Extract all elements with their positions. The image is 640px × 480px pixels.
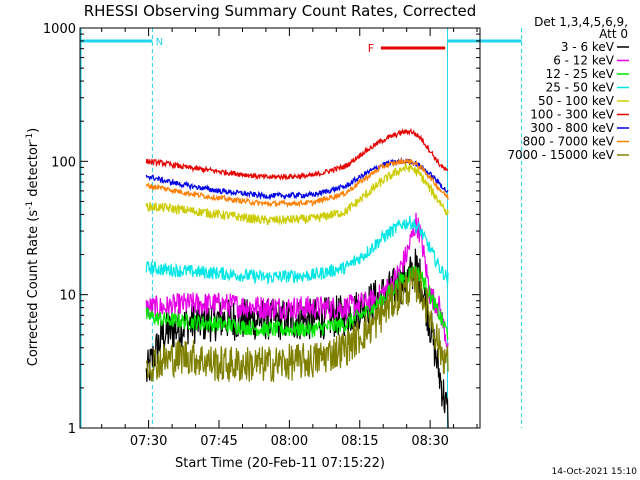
svg-text:Corrected Count Rate (s-1 dete: Corrected Count Rate (s-1 detector-1) [25, 128, 41, 366]
y-tick-label-2: 100 [51, 155, 76, 170]
series-line-8 [145, 266, 449, 383]
x-tick-label-1: 07:45 [200, 434, 237, 449]
x-tick-label-4: 08:30 [411, 434, 448, 449]
series-line-7 [145, 157, 449, 209]
series-lines [145, 127, 449, 429]
chart-title: RHESSI Observing Summary Count Rates, Co… [84, 2, 477, 20]
y-axis-label: Corrected Count Rate (s-1 detector-1) [25, 128, 41, 366]
flare-marker: F [368, 42, 446, 55]
x-tick-label-2: 08:00 [271, 434, 308, 449]
legend-label-8: 7000 - 15000 keV [507, 148, 614, 162]
legend-label-7: 800 - 7000 keV [523, 135, 615, 149]
night-label-0: N [156, 37, 163, 48]
time-stamp: 14-Oct-2021 15:10 [552, 467, 638, 477]
y-tick-label-0: 1 [68, 422, 76, 437]
x-tick-label-3: 08:15 [341, 434, 378, 449]
legend-label-0: 3 - 6 keV [561, 40, 615, 54]
legend-label-1: 6 - 12 keV [553, 54, 615, 68]
plot-frame [79, 27, 481, 429]
series-line-2 [145, 265, 449, 340]
night-markers: N [80, 28, 523, 428]
legend-label-5: 100 - 300 keV [530, 108, 614, 122]
legend-label-4: 50 - 100 keV [538, 94, 615, 108]
legend-header-1: Att 0 [599, 27, 628, 41]
x-axis-label: Start Time (20-Feb-11 07:15:22) [175, 456, 385, 471]
legend-label-2: 12 - 25 keV [546, 67, 615, 81]
y-tick-label-1: 10 [59, 289, 76, 304]
legend-label-3: 25 - 50 keV [546, 81, 615, 95]
flare-label: F [368, 42, 374, 55]
series-line-6 [145, 156, 449, 201]
series-line-3 [145, 215, 449, 286]
x-tick-label-0: 07:30 [130, 434, 167, 449]
series-line-4 [145, 162, 449, 226]
series-line-5 [145, 127, 449, 181]
legend-header-0: Det 1,3,4,5,6,9, [534, 15, 628, 29]
axes: 1 10 100 1000 07:30 07:45 08:00 08:15 08:30 [43, 22, 481, 449]
y-tick-label-3: 1000 [43, 22, 76, 37]
series-line-1 [145, 212, 449, 349]
legend-label-6: 300 - 800 keV [530, 121, 614, 135]
